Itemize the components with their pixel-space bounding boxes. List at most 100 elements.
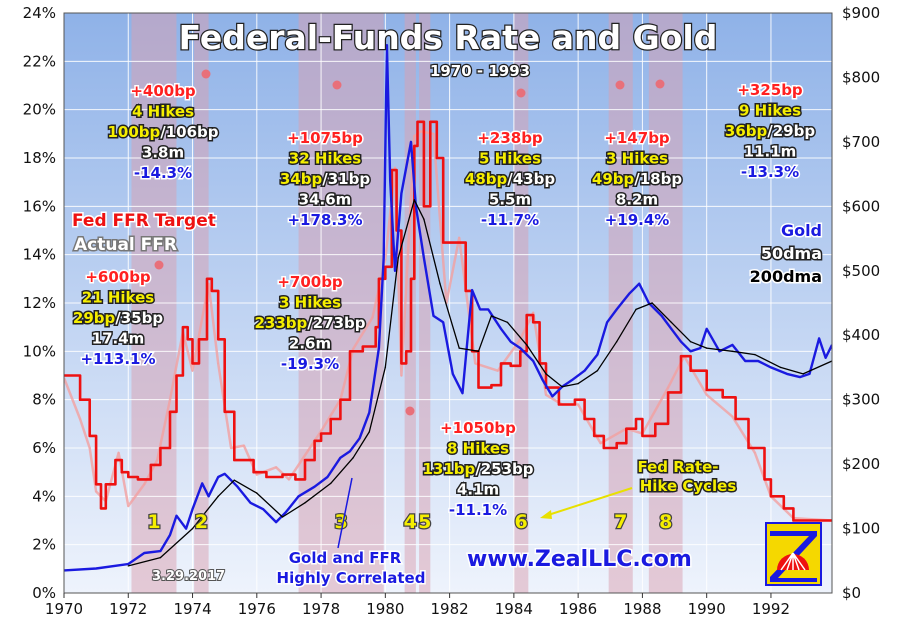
x-tick-label: 1986 — [559, 600, 597, 618]
annotation-bp: 131bp/253bp — [422, 460, 533, 478]
y-right-tick-label: $0 — [842, 584, 861, 602]
data-point — [262, 508, 265, 511]
x-tick-label: 1976 — [238, 600, 276, 618]
data-point — [561, 386, 563, 388]
y-right-tick-label: $600 — [842, 197, 880, 215]
data-point — [413, 135, 416, 138]
annotation-hikes: 32 Hikes — [289, 150, 362, 168]
data-point — [423, 257, 425, 259]
data-point — [471, 289, 473, 291]
data-point — [79, 418, 81, 420]
data-point — [603, 447, 605, 449]
annotation-months: 34.6m — [299, 191, 352, 209]
data-point — [667, 386, 669, 389]
data-point — [358, 437, 361, 440]
data-point — [461, 392, 464, 395]
data-point — [233, 479, 236, 482]
annotation-gold-change: -11.1% — [449, 501, 507, 519]
data-point — [413, 145, 416, 147]
data-point — [596, 369, 599, 372]
data-point — [500, 362, 502, 365]
data-point — [651, 302, 653, 304]
cycle-annotation-8: +325bp 9 Hikes 36bp/29bp 11.1m -13.3% — [655, 79, 817, 183]
data-point — [236, 485, 239, 488]
annotation-bp: 100bp/106bp — [107, 123, 218, 141]
data-point — [487, 308, 490, 311]
data-point — [757, 360, 759, 362]
annotation-total: +238bp — [477, 129, 543, 147]
data-point — [384, 266, 387, 268]
data-point — [583, 369, 586, 372]
data-point — [88, 435, 91, 437]
data-point — [648, 302, 650, 304]
data-point — [182, 326, 184, 329]
y-left-tick-label: 16% — [23, 197, 56, 215]
data-point — [635, 418, 637, 420]
data-point — [423, 205, 425, 208]
data-point — [313, 485, 316, 488]
data-point — [763, 478, 766, 481]
data-point — [699, 347, 702, 349]
cycle-number-1: 1 — [147, 511, 160, 533]
annotation-months: 3.8m — [142, 144, 184, 162]
data-point — [474, 362, 477, 365]
data-point — [638, 282, 640, 285]
data-point — [230, 447, 232, 449]
cycle-number-6: 6 — [514, 511, 527, 533]
y-right-tick-label: $200 — [842, 455, 880, 473]
data-point — [551, 395, 554, 398]
cycle-annotations: +600bp 21 Hikes 29bp/35bp 17.4m +113.1% +400b… — [71, 69, 817, 521]
data-point — [143, 552, 146, 554]
data-point — [452, 373, 454, 375]
data-point — [479, 308, 481, 311]
data-point — [386, 44, 388, 46]
data-point — [389, 179, 392, 182]
data-point — [159, 556, 162, 559]
data-point — [137, 478, 139, 481]
data-point — [329, 482, 332, 485]
data-point — [304, 459, 306, 461]
data-point — [297, 495, 300, 498]
data-point — [217, 495, 219, 498]
annotation-hikes: 5 Hikes — [479, 150, 541, 168]
data-point — [744, 360, 746, 362]
data-point — [779, 366, 782, 369]
data-point — [458, 237, 461, 239]
data-point — [754, 452, 756, 454]
data-point — [255, 492, 258, 494]
x-tick-label: 1970 — [45, 600, 83, 618]
annotation-hikes: 8 Hikes — [447, 440, 509, 458]
data-point — [497, 369, 499, 372]
data-point — [121, 471, 123, 474]
data-point — [349, 450, 351, 453]
cycle-number-2: 2 — [195, 511, 208, 533]
data-point — [439, 282, 441, 285]
data-point — [442, 241, 445, 244]
data-point — [583, 418, 586, 420]
data-point — [689, 369, 692, 372]
data-point — [169, 398, 171, 401]
data-point — [577, 403, 579, 406]
data-point — [294, 478, 297, 481]
data-point — [223, 473, 226, 475]
annotation-total: +1050bp — [440, 419, 516, 437]
data-point — [169, 534, 171, 536]
data-point — [802, 373, 804, 375]
data-point — [313, 440, 316, 442]
data-point — [127, 563, 130, 565]
x-tick-label: 1992 — [752, 600, 790, 618]
data-point — [255, 473, 258, 476]
plot-frame — [63, 12, 833, 594]
data-point — [525, 344, 528, 346]
y-right-tick-label: $300 — [842, 391, 880, 409]
annotation-bp-avg: 131bp — [422, 460, 475, 478]
data-point — [191, 362, 194, 365]
annotation-bp-ffr: /29bp — [767, 122, 815, 140]
website-link[interactable]: www.ZealLLC.com — [466, 546, 694, 574]
hike-cycles-label-line2: Hike Cycles — [640, 477, 737, 495]
y-left-tick-label: 6% — [32, 439, 56, 457]
data-point — [799, 376, 801, 378]
annotation-bp: 49bp/18bp — [592, 170, 682, 188]
